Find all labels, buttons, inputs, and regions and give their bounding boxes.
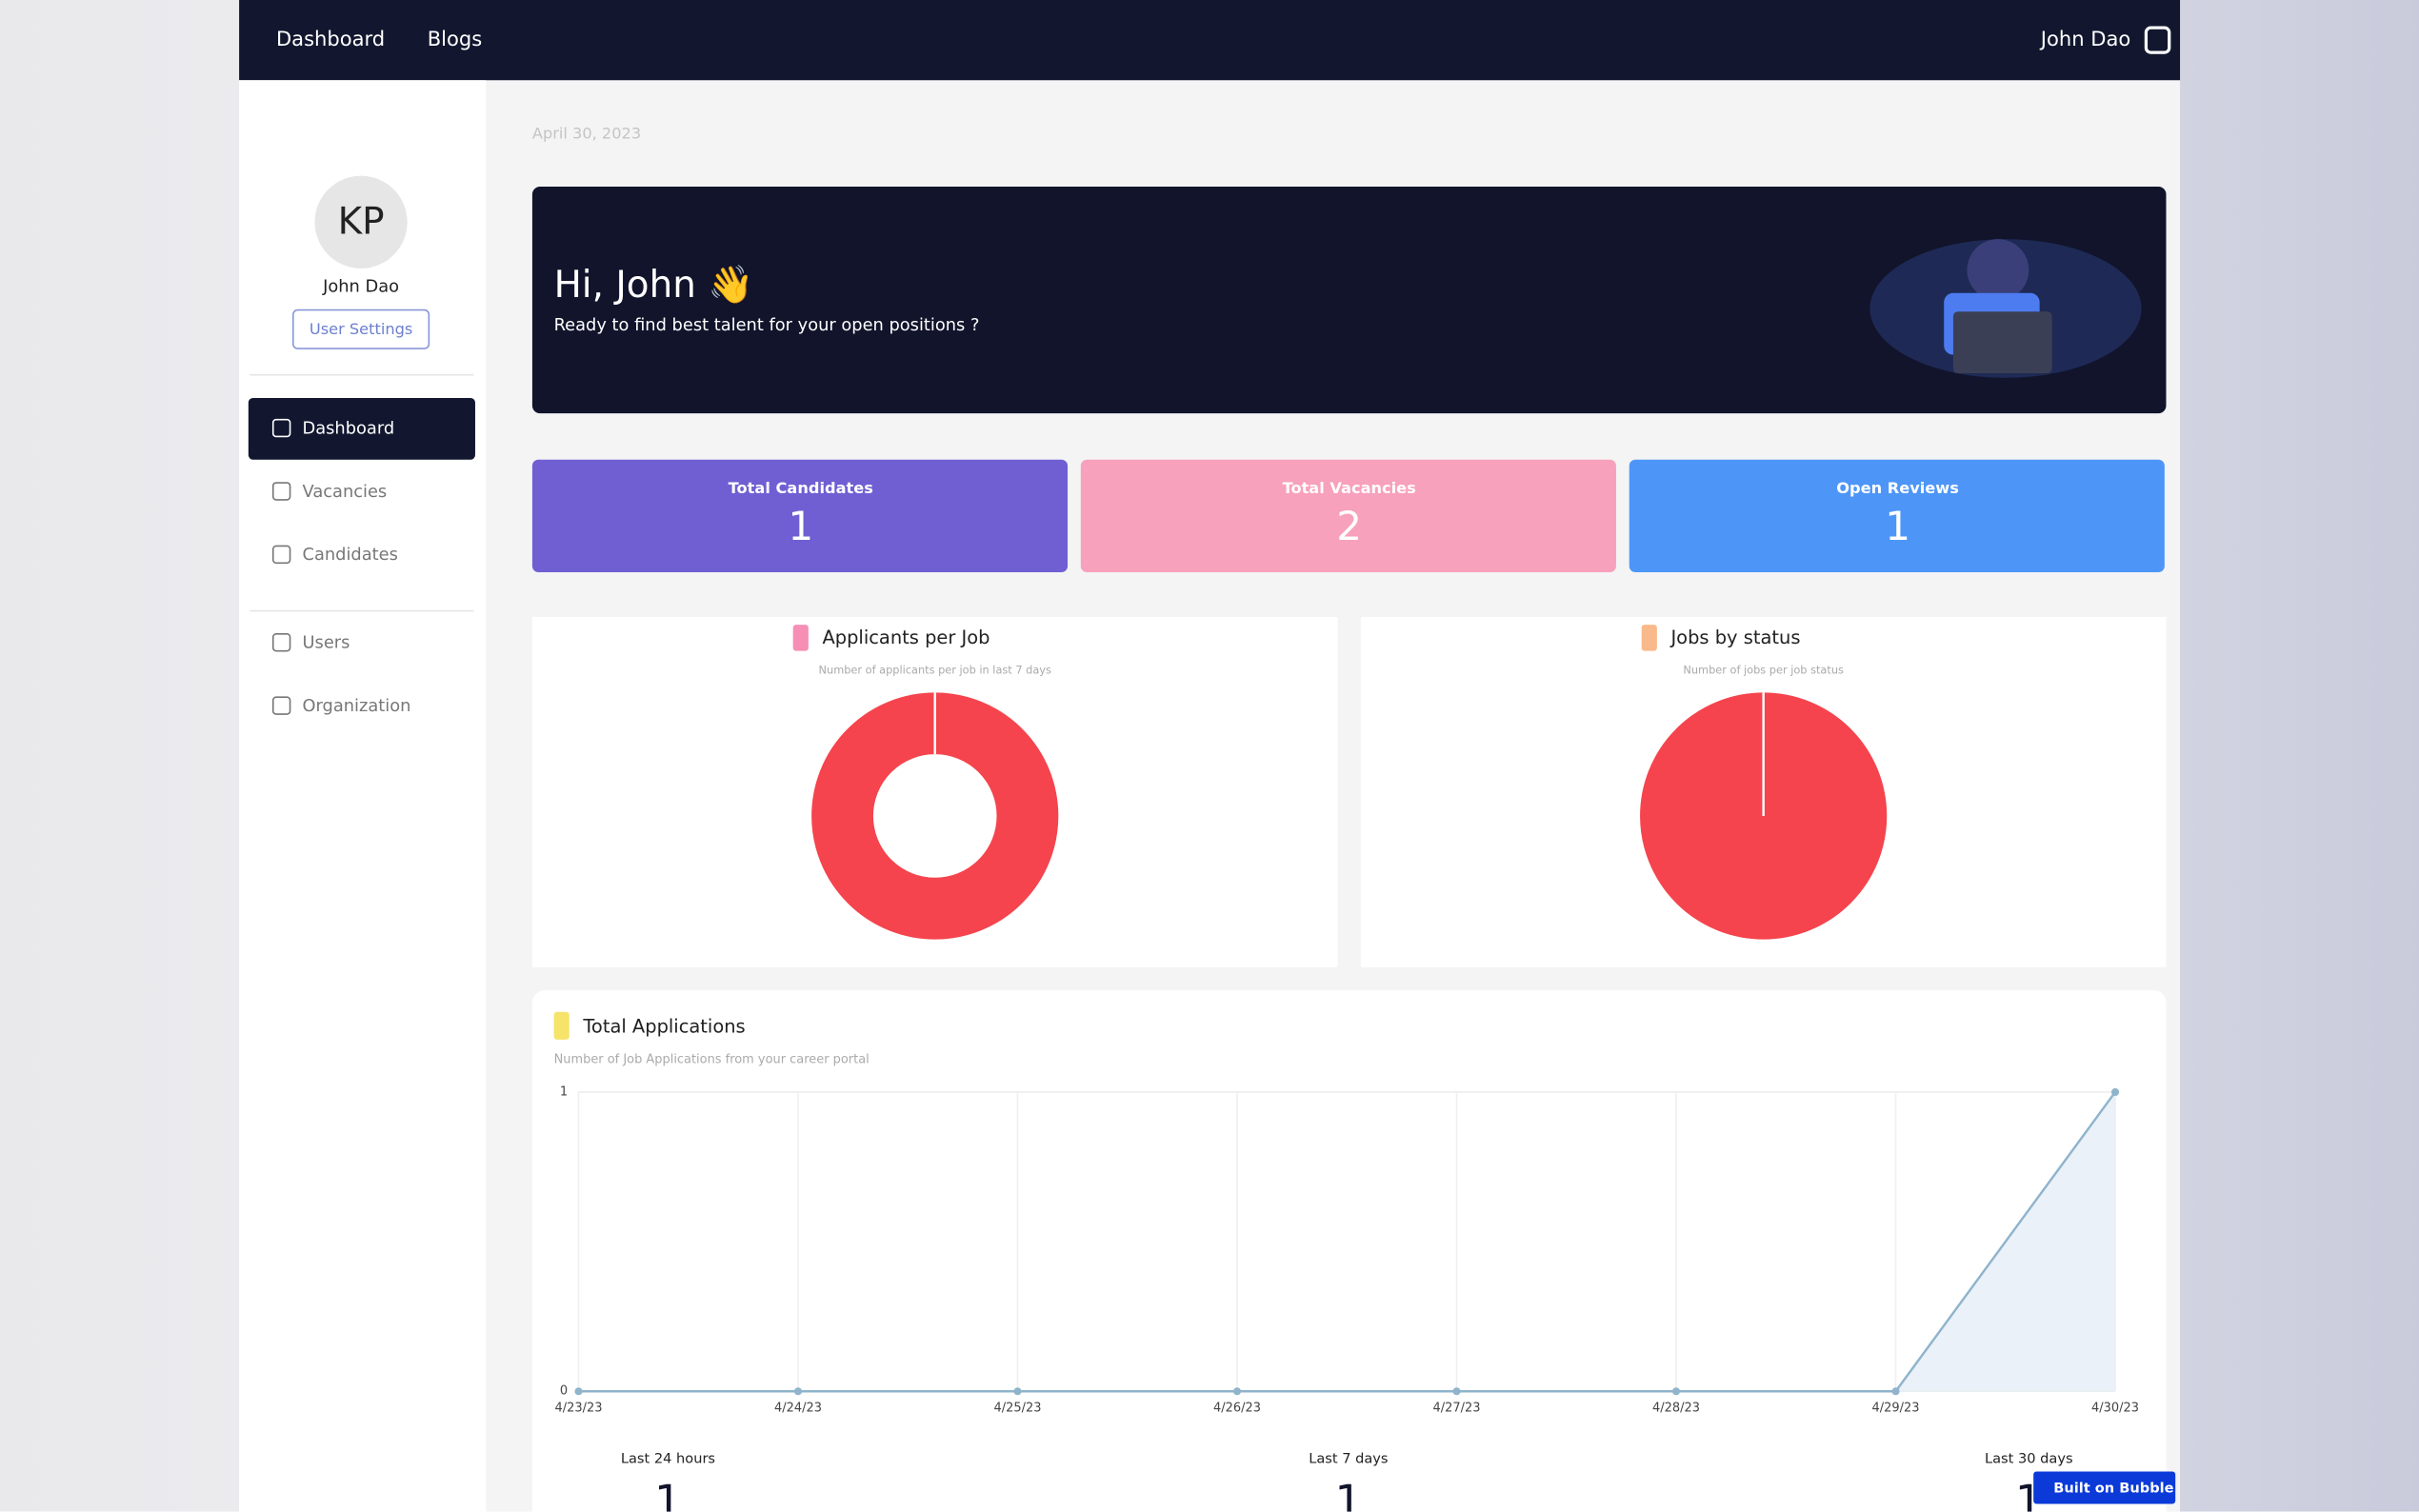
line xyxy=(578,1091,2116,1393)
settings-label[interactable]: User Settings xyxy=(310,320,412,338)
stat-card xyxy=(531,459,1069,573)
banner-text: Ready to find best talent for your open … xyxy=(554,315,980,335)
avatar-initials: KP xyxy=(338,200,385,243)
stat-card xyxy=(1629,459,2165,573)
legend-swatch xyxy=(1641,625,1657,651)
summary-value: 1 xyxy=(654,1476,682,1512)
x-tick-label: 4/28/23 xyxy=(1652,1402,1700,1416)
chart-card xyxy=(531,990,2167,1512)
summary-label: Last 24 hours xyxy=(621,1451,715,1467)
avatar xyxy=(314,175,408,269)
menu-item[interactable]: Organization xyxy=(303,696,411,716)
y-tick-label: 0 xyxy=(560,1384,568,1399)
menu-icon[interactable] xyxy=(271,482,291,501)
banner xyxy=(531,187,2167,414)
stat-label: Open Reviews xyxy=(1836,479,1959,497)
x-tick-label: 4/25/23 xyxy=(994,1402,1042,1416)
line-point xyxy=(1232,1387,1242,1396)
line-point xyxy=(1013,1387,1022,1396)
x-tick-label: 4/26/23 xyxy=(1213,1402,1261,1416)
stat-value: 1 xyxy=(788,503,813,549)
x-tick-label: 4/27/23 xyxy=(1433,1402,1481,1416)
logout-icon[interactable] xyxy=(2144,26,2171,54)
chart-title: Applicants per Job xyxy=(822,627,990,648)
badge-label[interactable]: Built on Bubble xyxy=(2053,1480,2173,1496)
stat-value: 2 xyxy=(1336,503,1362,549)
stat-label: Total Vacancies xyxy=(1283,479,1416,497)
line-point xyxy=(793,1387,803,1396)
menu-icon[interactable] xyxy=(271,696,291,715)
menu-icon[interactable] xyxy=(271,545,291,565)
y-tick-label: 1 xyxy=(560,1084,568,1099)
legend-swatch xyxy=(792,625,809,651)
stat-card xyxy=(1080,459,1616,573)
menu-active[interactable] xyxy=(248,397,475,460)
stat-label: Total Candidates xyxy=(729,479,873,497)
nav-link[interactable]: Dashboard xyxy=(276,27,385,50)
line-point xyxy=(2110,1087,2120,1097)
date: April 30, 2023 xyxy=(532,124,641,142)
chart-subtitle: Number of jobs per job status xyxy=(1683,664,1844,677)
summary-label: Last 7 days xyxy=(1309,1451,1388,1467)
stat-value: 1 xyxy=(1885,503,1910,549)
greeting: Hi, John 👋 xyxy=(554,264,754,307)
line-area xyxy=(578,1091,2116,1392)
line-point xyxy=(1671,1387,1681,1396)
summary-value: 1 xyxy=(1334,1476,1362,1512)
menu-item[interactable]: Vacancies xyxy=(303,482,388,502)
line-point xyxy=(574,1387,583,1396)
x-tick-label: 4/29/23 xyxy=(1872,1402,1920,1416)
menu-icon[interactable] xyxy=(271,633,291,652)
line-point xyxy=(1891,1387,1900,1396)
navbar xyxy=(239,0,2181,81)
x-tick-label: 4/30/23 xyxy=(2091,1402,2139,1416)
line-point xyxy=(1452,1387,1461,1396)
summary-label: Last 30 days xyxy=(1985,1451,2073,1467)
menu-item[interactable]: Candidates xyxy=(303,545,398,565)
menu-item[interactable]: Users xyxy=(303,633,350,653)
x-tick-label: 4/23/23 xyxy=(555,1402,603,1416)
badge[interactable] xyxy=(2033,1471,2176,1504)
x-tick-label: 4/24/23 xyxy=(774,1402,822,1416)
settings-button[interactable] xyxy=(291,308,430,349)
nav-user[interactable]: John Dao xyxy=(2039,27,2130,50)
chart-subtitle: Number of applicants per job in last 7 d… xyxy=(819,664,1051,677)
menu-item[interactable]: Dashboard xyxy=(303,418,395,438)
chart-subtitle: Number of Job Applications from your car… xyxy=(554,1052,870,1066)
menu-icon[interactable] xyxy=(271,418,291,438)
user-name: John Dao xyxy=(322,276,399,296)
chart-title: Total Applications xyxy=(582,1015,745,1037)
chart-title: Jobs by status xyxy=(1669,627,1800,648)
legend-swatch xyxy=(553,1011,570,1040)
nav-link[interactable]: Blogs xyxy=(428,27,483,50)
illustration xyxy=(1869,239,2142,378)
